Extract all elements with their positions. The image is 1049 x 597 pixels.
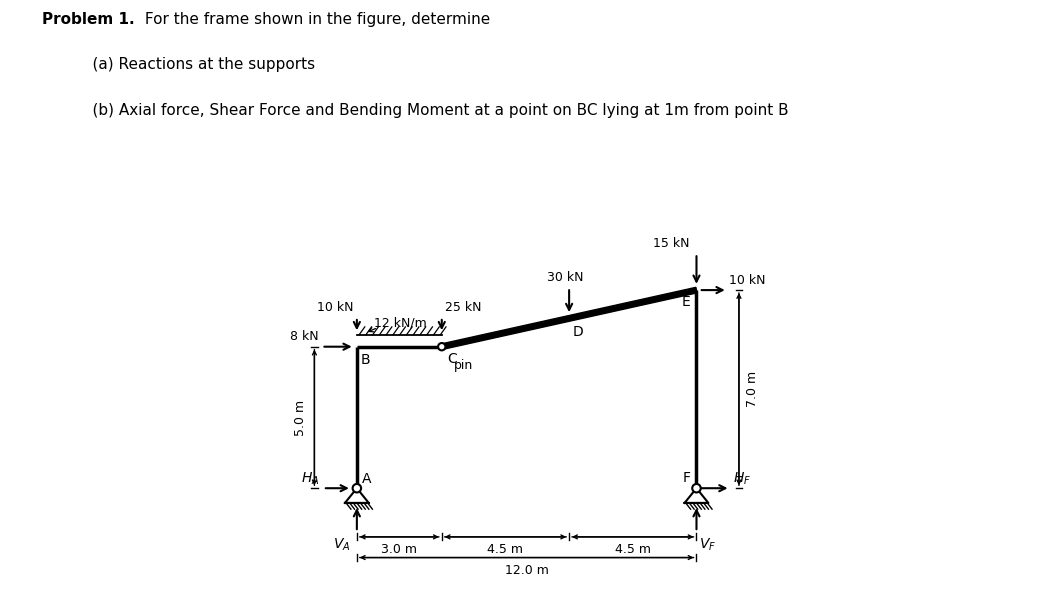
Text: 12 kN/m: 12 kN/m — [374, 316, 427, 329]
Text: 10 kN: 10 kN — [729, 274, 766, 287]
Text: 8 kN: 8 kN — [290, 330, 319, 343]
Text: 25 kN: 25 kN — [445, 301, 481, 314]
Text: 7.0 m: 7.0 m — [746, 371, 759, 407]
Text: D: D — [573, 325, 583, 340]
Text: B: B — [361, 353, 370, 367]
Text: $H_A$: $H_A$ — [301, 470, 320, 487]
Text: F: F — [682, 471, 690, 485]
Text: C: C — [448, 352, 457, 367]
Text: For the frame shown in the figure, determine: For the frame shown in the figure, deter… — [140, 12, 490, 27]
Text: pin: pin — [453, 359, 473, 373]
Text: 4.5 m: 4.5 m — [488, 543, 523, 556]
Polygon shape — [442, 287, 698, 349]
Text: (a) Reactions at the supports: (a) Reactions at the supports — [73, 57, 316, 72]
Circle shape — [438, 343, 446, 350]
Text: 5.0 m: 5.0 m — [295, 399, 307, 436]
Text: 3.0 m: 3.0 m — [381, 543, 418, 556]
Text: $H_F$: $H_F$ — [732, 470, 751, 487]
Text: $V_F$: $V_F$ — [700, 537, 716, 553]
Text: (b) Axial force, Shear Force and Bending Moment at a point on BC lying at 1m fro: (b) Axial force, Shear Force and Bending… — [73, 103, 789, 118]
Text: 12.0 m: 12.0 m — [505, 564, 549, 577]
Circle shape — [692, 484, 701, 493]
Text: Problem 1.: Problem 1. — [42, 12, 134, 27]
Text: A: A — [362, 472, 371, 486]
Text: 10 kN: 10 kN — [317, 301, 354, 314]
Text: $V_A$: $V_A$ — [333, 537, 350, 553]
Text: 4.5 m: 4.5 m — [615, 543, 650, 556]
Circle shape — [352, 484, 361, 493]
Text: 30 kN: 30 kN — [547, 271, 583, 284]
Text: 15 kN: 15 kN — [652, 237, 689, 250]
Text: E: E — [682, 295, 690, 309]
